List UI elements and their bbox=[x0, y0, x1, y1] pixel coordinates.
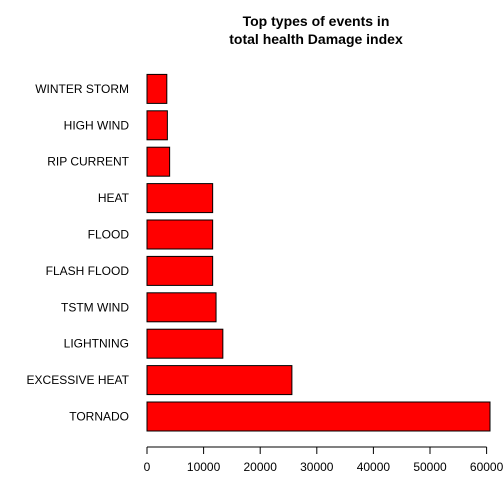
bar-flood bbox=[146, 219, 214, 250]
bar-tstm-wind bbox=[146, 292, 217, 323]
bar-tornado bbox=[146, 401, 491, 432]
x-tick-label: 30000 bbox=[300, 460, 334, 474]
category-label-excessive-heat: EXCESSIVE HEAT bbox=[27, 373, 130, 387]
x-tick-label: 0 bbox=[144, 460, 151, 474]
bars-group bbox=[146, 73, 491, 432]
x-tick-label: 40000 bbox=[357, 460, 391, 474]
category-label-winter-storm: WINTER STORM bbox=[35, 82, 129, 96]
chart-title: Top types of events in total health Dama… bbox=[229, 13, 403, 47]
category-label-flash-flood: FLASH FLOOD bbox=[46, 264, 130, 278]
x-axis: 0 10000 20000 30000 40000 50000 60000 bbox=[144, 446, 504, 474]
x-tick-label: 10000 bbox=[187, 460, 221, 474]
category-label-high-wind: HIGH WIND bbox=[64, 118, 130, 132]
category-label-lightning: LIGHTNING bbox=[64, 337, 129, 351]
bar-high-wind bbox=[146, 110, 168, 141]
category-labels: TORNADO EXCESSIVE HEAT LIGHTNING TSTM WIND F… bbox=[27, 82, 130, 424]
bar-lightning bbox=[146, 328, 224, 359]
category-label-rip-current: RIP CURRENT bbox=[47, 155, 129, 169]
x-tick-label: 60000 bbox=[470, 460, 504, 474]
x-tick-label: 20000 bbox=[244, 460, 278, 474]
bar-rip-current bbox=[146, 146, 171, 177]
chart-title-line-2: total health Damage index bbox=[229, 31, 403, 47]
category-label-heat: HEAT bbox=[98, 191, 130, 205]
bar-winter-storm bbox=[146, 73, 168, 104]
bar-excessive-heat bbox=[146, 365, 293, 396]
category-label-tornado: TORNADO bbox=[69, 410, 129, 424]
chart-title-line-1: Top types of events in bbox=[243, 13, 390, 29]
bar-flash-flood bbox=[146, 255, 214, 286]
bar-heat bbox=[146, 183, 214, 214]
category-label-flood: FLOOD bbox=[88, 228, 130, 242]
category-label-tstm-wind: TSTM WIND bbox=[61, 300, 129, 314]
x-tick-label: 50000 bbox=[413, 460, 447, 474]
